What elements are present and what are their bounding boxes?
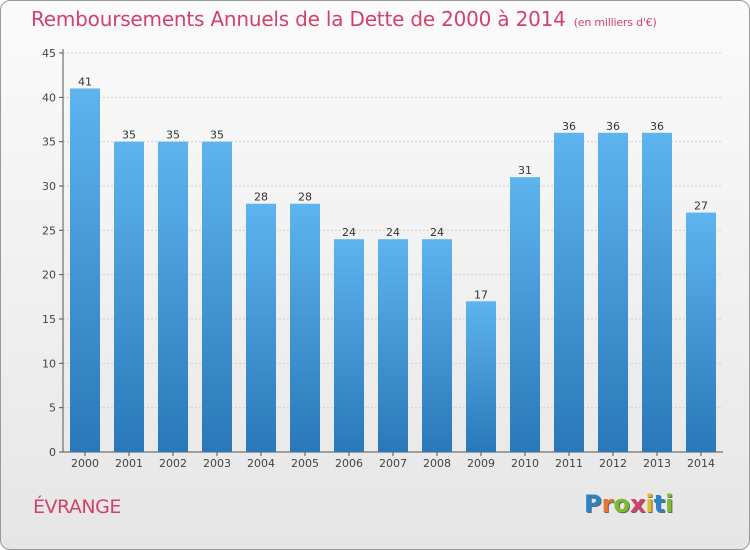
y-tick-label: 25	[42, 224, 56, 237]
data-label: 27	[694, 200, 708, 213]
data-label: 36	[606, 120, 620, 133]
bar-2003	[202, 141, 232, 452]
y-tick-label: 20	[42, 269, 56, 282]
proxiti-logo: Proxiti	[584, 490, 673, 518]
bar-2006	[334, 239, 364, 452]
data-label: 36	[562, 120, 576, 133]
x-tick-label: 2006	[335, 457, 363, 470]
data-label: 24	[342, 226, 356, 239]
data-label: 35	[210, 129, 224, 142]
logo-letter: t	[653, 490, 666, 518]
logo-letter: i	[645, 490, 654, 518]
bar-2013	[642, 132, 672, 453]
x-tick-label: 2013	[643, 457, 671, 470]
bar-2011	[554, 132, 584, 453]
y-tick-label: 10	[42, 357, 56, 370]
data-label: 28	[254, 191, 268, 204]
x-tick-label: 2009	[467, 457, 495, 470]
data-label: 35	[122, 129, 136, 142]
logo-letter: x	[629, 490, 646, 518]
data-label: 31	[518, 164, 532, 177]
x-tick-label: 2004	[247, 457, 275, 470]
y-tick-label: 40	[42, 91, 56, 104]
data-label: 41	[78, 75, 92, 88]
chart-title-text: Remboursements Annuels de la Dette de 20…	[31, 7, 566, 31]
x-tick-label: 2005	[291, 457, 319, 470]
logo-letter: P	[584, 490, 602, 518]
y-tick-label: 45	[42, 47, 56, 60]
bar-2007	[378, 239, 408, 452]
y-tick-label: 15	[42, 313, 56, 326]
bar-2005	[290, 203, 320, 452]
chart-title: Remboursements Annuels de la Dette de 20…	[31, 7, 657, 31]
x-tick-label: 2011	[555, 457, 583, 470]
bar-2012	[598, 132, 628, 453]
data-label: 17	[474, 288, 488, 301]
data-label: 28	[298, 191, 312, 204]
data-label: 24	[386, 226, 400, 239]
x-tick-label: 2002	[159, 457, 187, 470]
logo-letter: i	[665, 490, 674, 518]
commune-name: ÉVRANGE	[33, 496, 121, 518]
logo-letter: o	[613, 490, 630, 518]
x-tick-label: 2007	[379, 457, 407, 470]
bar-2010	[510, 177, 540, 452]
y-tick-label: 0	[49, 446, 56, 459]
data-label: 24	[430, 226, 444, 239]
x-tick-label: 2014	[687, 457, 715, 470]
bar-2002	[158, 141, 188, 452]
y-tick-label: 5	[49, 402, 56, 415]
data-label: 36	[650, 120, 664, 133]
bar-2014	[686, 212, 716, 452]
y-tick-label: 30	[42, 180, 56, 193]
chart-title-unit: (en milliers d'€)	[573, 16, 657, 29]
y-tick-label: 35	[42, 136, 56, 149]
x-tick-label: 2010	[511, 457, 539, 470]
x-tick-label: 2012	[599, 457, 627, 470]
bar-2009	[466, 301, 496, 452]
x-tick-label: 2001	[115, 457, 143, 470]
x-tick-label: 2008	[423, 457, 451, 470]
bar-2008	[422, 239, 452, 452]
bar-2000	[70, 88, 100, 452]
x-tick-label: 2000	[71, 457, 99, 470]
data-label: 35	[166, 129, 180, 142]
bar-2004	[246, 203, 276, 452]
logo-letter: r	[601, 490, 614, 518]
x-tick-label: 2003	[203, 457, 231, 470]
bar-2001	[114, 141, 144, 452]
